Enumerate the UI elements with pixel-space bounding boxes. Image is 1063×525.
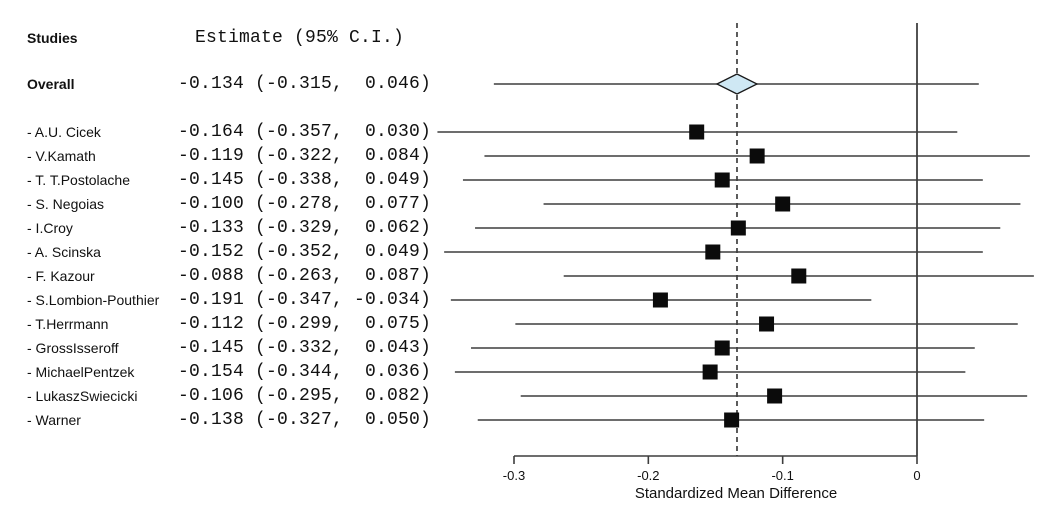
overall-row-estimate: -0.134 (-0.315, 0.046) — [178, 74, 432, 94]
study-label: - Warner — [27, 412, 81, 428]
estimate-square — [724, 412, 740, 428]
study-estimate: -0.133 (-0.329, 0.062) — [178, 218, 432, 238]
study-estimate: -0.152 (-0.352, 0.049) — [178, 242, 432, 262]
x-tick-label: -0.2 — [637, 468, 659, 483]
study-estimate: -0.112 (-0.299, 0.075) — [178, 314, 432, 334]
x-axis-title: Standardized Mean Difference — [635, 485, 837, 502]
overall-row-label: Overall — [27, 76, 75, 92]
study-estimate: -0.100 (-0.278, 0.077) — [178, 194, 432, 214]
study-estimate: -0.154 (-0.344, 0.036) — [178, 362, 432, 382]
study-estimate: -0.191 (-0.347, -0.034) — [178, 290, 432, 310]
x-tick-label: 0 — [913, 468, 920, 483]
estimate-square — [767, 388, 783, 404]
study-label: - LukaszSwiecicki — [27, 388, 138, 404]
study-estimate: -0.164 (-0.357, 0.030) — [178, 122, 432, 142]
study-estimate: -0.145 (-0.338, 0.049) — [178, 170, 432, 190]
study-label: - A. Scinska — [27, 244, 101, 260]
estimate-square — [759, 316, 775, 332]
study-estimate: -0.088 (-0.263, 0.087) — [178, 266, 432, 286]
overall-diamond — [715, 73, 759, 95]
study-label: - S. Negoias — [27, 196, 105, 212]
estimate-square — [730, 220, 746, 236]
x-tick-label: -0.1 — [771, 468, 793, 483]
estimate-square — [702, 364, 718, 380]
estimate-square — [775, 196, 791, 212]
estimate-square — [652, 292, 668, 308]
x-tick-label: -0.3 — [503, 468, 525, 483]
study-label: - MichaelPentzek — [27, 364, 135, 380]
study-estimate: -0.145 (-0.332, 0.043) — [178, 338, 432, 358]
study-label: - V.Kamath — [27, 148, 96, 164]
study-label: - GrossIsseroff — [27, 340, 119, 356]
study-label: - T. T.Postolache — [27, 172, 130, 188]
estimate-square — [689, 124, 705, 140]
study-label: - T.Herrmann — [27, 316, 109, 332]
study-label: - F. Kazour — [27, 268, 95, 284]
study-label: - S.Lombion-Pouthier — [27, 292, 160, 308]
study-estimate: -0.106 (-0.295, 0.082) — [178, 386, 432, 406]
study-label: - A.U. Cicek — [27, 124, 101, 140]
studies-column-header: Studies — [27, 30, 78, 46]
estimate-square — [791, 268, 807, 284]
estimate-column-header: Estimate (95% C.I.) — [195, 28, 405, 48]
study-estimate: -0.138 (-0.327, 0.050) — [178, 410, 432, 430]
estimate-square — [714, 172, 730, 188]
study-label: - I.Croy — [27, 220, 73, 236]
estimate-square — [714, 340, 730, 356]
study-estimate: -0.119 (-0.322, 0.084) — [178, 146, 432, 166]
estimate-square — [705, 244, 721, 260]
estimate-square — [749, 148, 765, 164]
